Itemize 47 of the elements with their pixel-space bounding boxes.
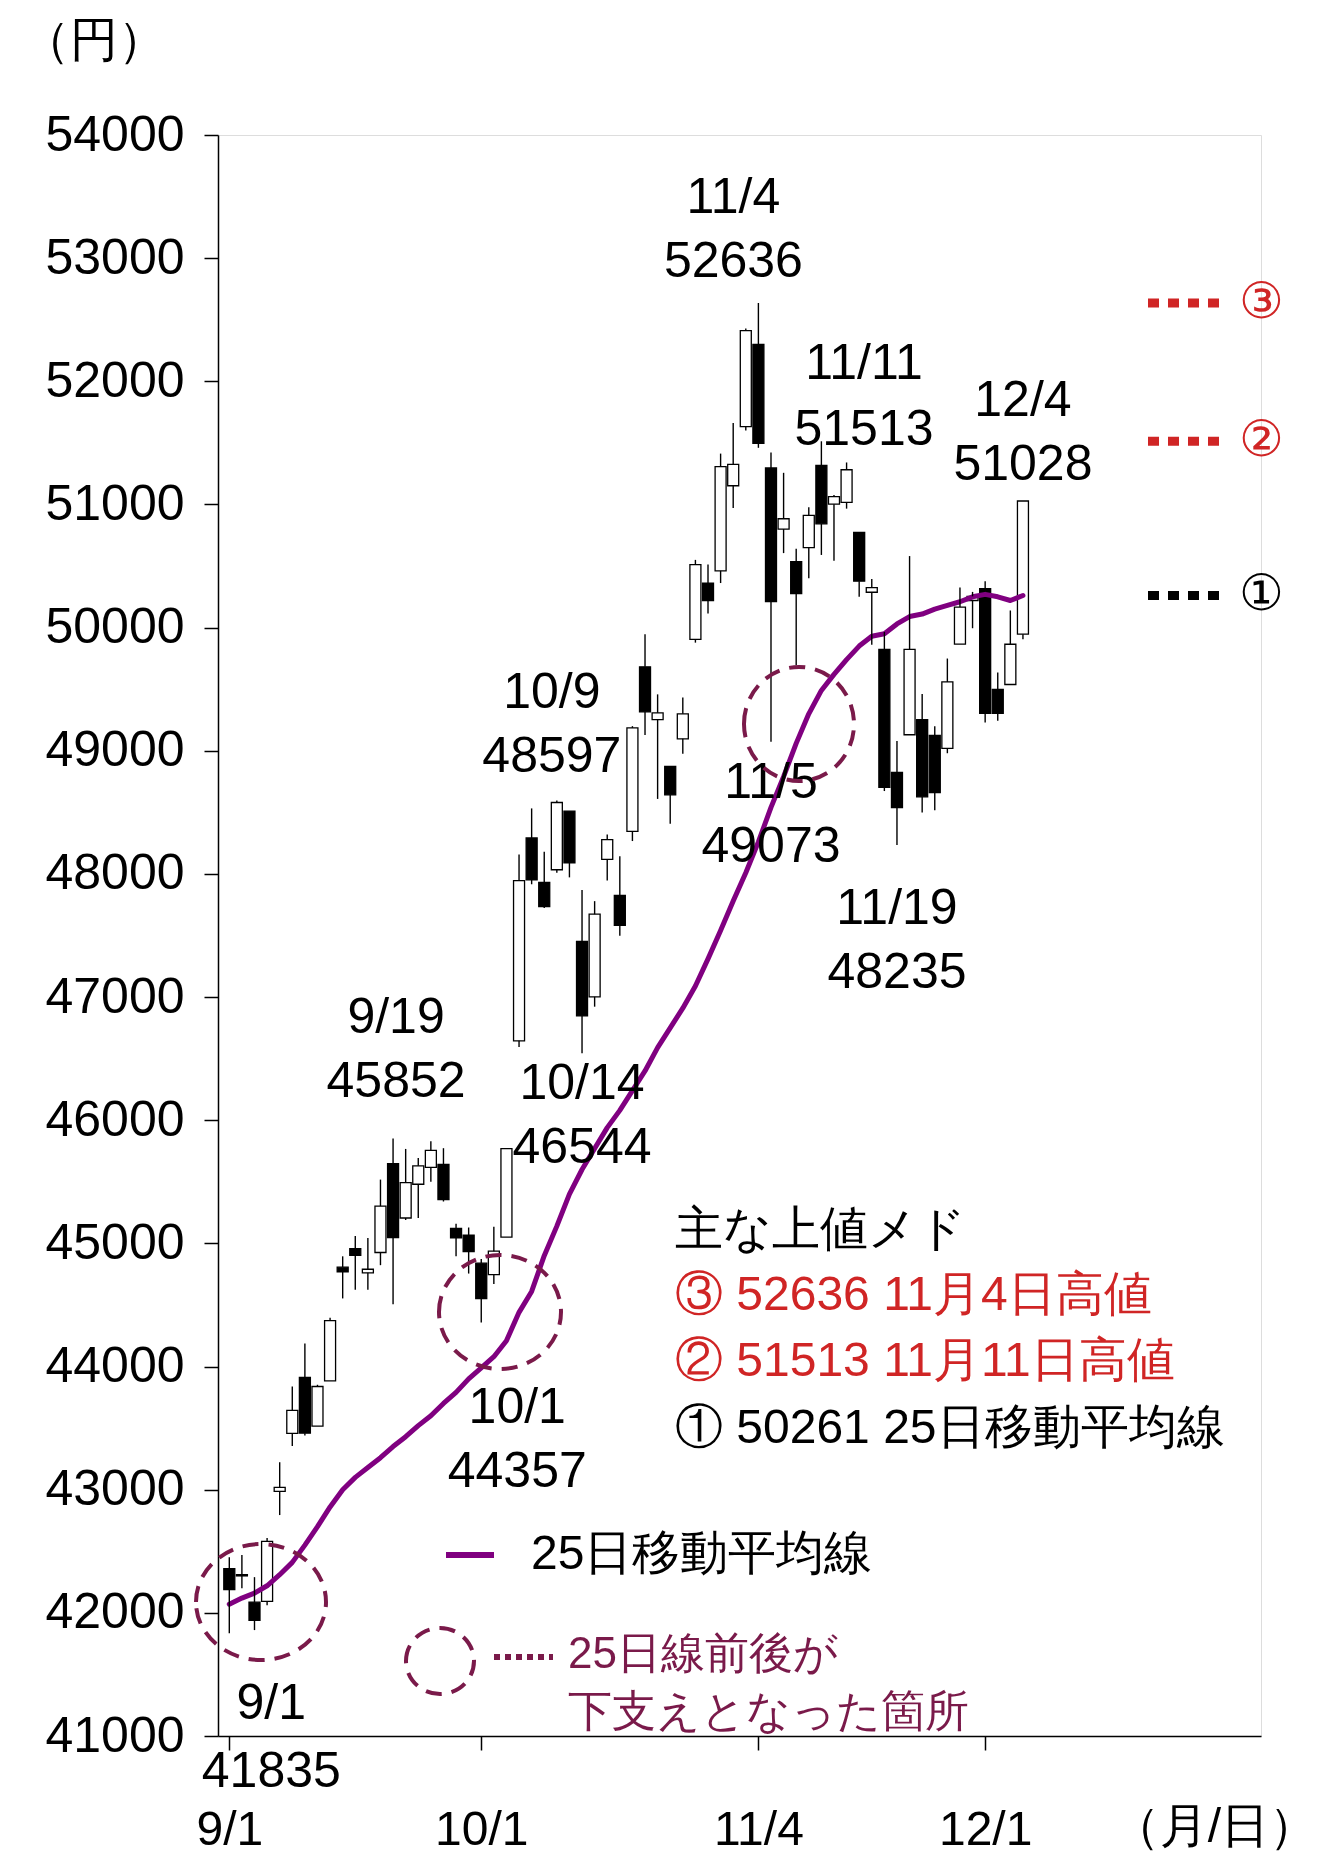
annotation: 11/11 51513 <box>794 334 934 456</box>
candlestick <box>1004 609 1017 686</box>
annotation: 10/9 48597 <box>482 663 622 784</box>
x-tick-label: 9/1 <box>196 1801 264 1855</box>
annotation: 25日線前後が下支えとなった箇所 <box>568 1628 969 1735</box>
candlestick <box>676 696 689 755</box>
y-tick-label: 51000 <box>45 474 185 531</box>
y-tick-label: 53000 <box>45 228 185 285</box>
y-tick-label: 54000 <box>45 105 185 162</box>
annotation: ① 50261 25日移動平均線 <box>675 1400 1225 1453</box>
ref-line-label: ② <box>1238 411 1284 468</box>
annotation: 10/1 44357 <box>447 1377 587 1498</box>
y-tick-label: 44000 <box>45 1337 185 1394</box>
y-tick-label: 52000 <box>45 351 185 408</box>
x-tick-label: 12/1 <box>938 1801 1033 1855</box>
y-tick-label: 47000 <box>45 967 185 1024</box>
candlestick <box>1016 500 1030 641</box>
y-tick-label: 48000 <box>45 844 185 901</box>
x-tick-label: 10/1 <box>435 1801 529 1855</box>
annotation: ② 51513 11月11日高値 <box>675 1333 1175 1386</box>
candlestick <box>613 855 626 937</box>
candlestick <box>953 586 967 645</box>
y-tick-label: 42000 <box>45 1583 185 1640</box>
y-axis-title: （円） <box>21 12 166 66</box>
ref-line-label: ③ <box>1238 272 1284 329</box>
annotation: 主な上値メド <box>675 1202 966 1255</box>
x-axis-title: （月/日） <box>1111 1798 1318 1852</box>
candlestick <box>273 1461 286 1516</box>
y-tick-label: 43000 <box>45 1460 185 1517</box>
y-tick-label: 50000 <box>45 598 185 655</box>
annotation: 9/19 45852 <box>326 988 466 1109</box>
annotation: ③ 52636 11月4日高値 <box>675 1267 1152 1320</box>
x-tick-label: 11/4 <box>713 1801 804 1855</box>
candlestick <box>323 1316 337 1382</box>
candlestick <box>500 1147 513 1238</box>
annotation: 12/4 51028 <box>953 371 1093 492</box>
candlestick <box>664 765 677 825</box>
y-tick-label: 49000 <box>45 721 185 778</box>
y-tick-label: 46000 <box>45 1090 185 1147</box>
y-tick-label: 41000 <box>45 1706 185 1763</box>
legend-label: 25日移動平均線 <box>531 1526 873 1579</box>
annotation: 11/19 48235 <box>827 878 967 999</box>
y-tick-label: 45000 <box>45 1213 185 1270</box>
candlestick <box>790 547 803 666</box>
ref-line-label: ① <box>1238 565 1284 622</box>
candlestick <box>853 531 866 598</box>
annotation: 11/4 52636 <box>663 167 803 288</box>
